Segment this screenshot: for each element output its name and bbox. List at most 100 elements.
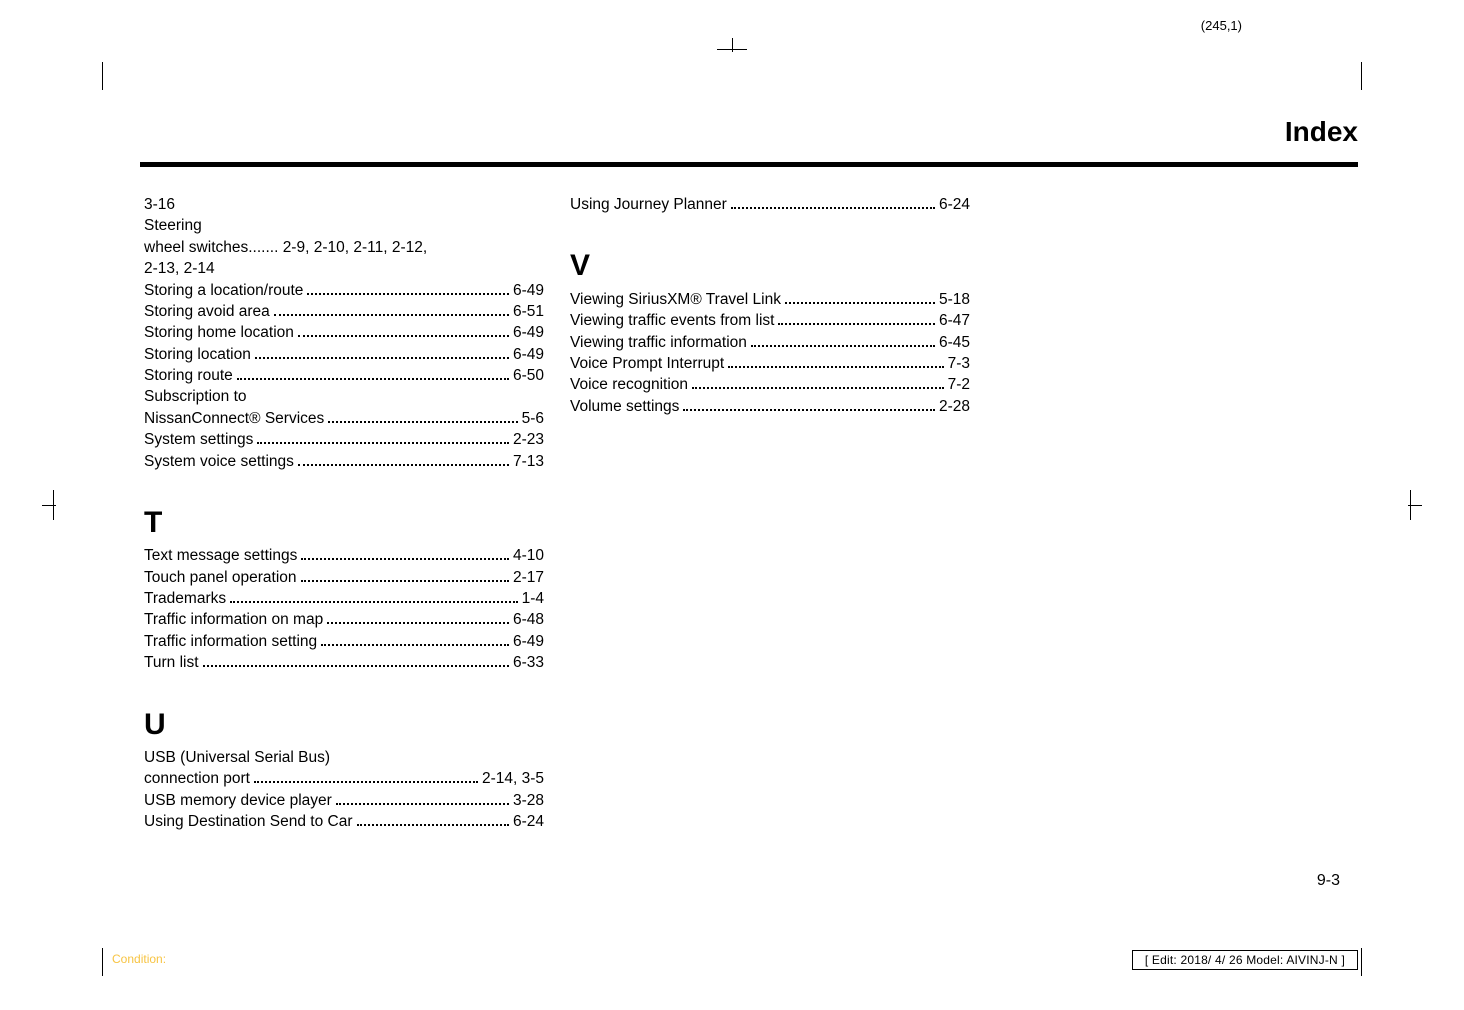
page-title: Index [1285, 116, 1358, 148]
leader-dots-icon [751, 345, 935, 347]
index-entry-ref: 7-3 [948, 353, 970, 374]
index-entry: Storing avoid area 6-51 [144, 301, 544, 322]
index-entry-ref: 6-49 [513, 344, 544, 365]
index-entry-label: System settings [144, 429, 253, 450]
crop-mark-top-icon [717, 38, 747, 60]
index-entry: Voice recognition 7-2 [570, 374, 970, 395]
index-entry: Text message settings 4-10 [144, 545, 544, 566]
index-entry-ref: 2-14, 3-5 [482, 768, 544, 789]
index-entry-label: Touch panel operation [144, 567, 297, 588]
index-entry: System settings 2-23 [144, 429, 544, 450]
top-page-ref: (245,1) [1201, 18, 1242, 33]
index-line: Steering [144, 215, 544, 236]
edit-info-box: [ Edit: 2018/ 4/ 26 Model: AIVINJ-N ] [1132, 950, 1358, 970]
index-entry: Storing a location/route 6-49 [144, 280, 544, 301]
index-entry-ref: 2-28 [939, 396, 970, 417]
index-entry-ref: 7-13 [513, 451, 544, 472]
index-entry: Storing location 6-49 [144, 344, 544, 365]
index-entry-ref: 3-28 [513, 790, 544, 811]
leader-dots-icon [683, 409, 935, 411]
index-entry-label: Using Journey Planner [570, 194, 727, 215]
index-entry-ref: 6-47 [939, 310, 970, 331]
index-entry-label: Traffic information on map [144, 609, 323, 630]
index-line: 2-13, 2-14 [144, 258, 544, 279]
index-entry-label: Using Destination Send to Car [144, 811, 353, 832]
index-entry-ref: 6-24 [939, 194, 970, 215]
leader-dots-icon [321, 644, 509, 646]
index-entry-label: Viewing traffic events from list [570, 310, 774, 331]
index-entry-label: USB memory device player [144, 790, 332, 811]
leader-dots-icon [692, 387, 944, 389]
index-entry-ref: 2-23 [513, 429, 544, 450]
index-entry: Volume settings 2-28 [570, 396, 970, 417]
index-entry: Traffic information setting 6-49 [144, 631, 544, 652]
index-entry: connection port 2-14, 3-5 [144, 768, 544, 789]
index-line: USB (Universal Serial Bus) [144, 747, 544, 768]
index-entry-label: Viewing traffic information [570, 332, 747, 353]
index-entry-label: Storing avoid area [144, 301, 270, 322]
title-rule [140, 162, 1358, 167]
leader-dots-icon [230, 601, 517, 603]
page-wrapper: (245,1) Index 3-16 Steering wheel switch… [0, 0, 1464, 1010]
index-entry: Viewing traffic information 6-45 [570, 332, 970, 353]
leader-dots-icon [731, 207, 935, 209]
leader-dots-icon [327, 622, 509, 624]
index-entry-label: Storing route [144, 365, 233, 386]
index-entry-ref: 6-24 [513, 811, 544, 832]
leader-dots-icon [254, 781, 478, 783]
index-entry-ref: 5-18 [939, 289, 970, 310]
index-line: Subscription to [144, 386, 544, 407]
index-entry-label: connection port [144, 768, 250, 789]
index-entry: Storing home location 6-49 [144, 322, 544, 343]
index-entry: Viewing SiriusXM® Travel Link 5-18 [570, 289, 970, 310]
leader-dots-icon [785, 302, 935, 304]
index-entry: USB memory device player 3-28 [144, 790, 544, 811]
leader-dots-icon [274, 314, 509, 316]
index-entry: Voice Prompt Interrupt 7-3 [570, 353, 970, 374]
tick-mark-icon [102, 948, 103, 976]
index-entry-label: System voice settings [144, 451, 294, 472]
section-heading-t: T [144, 502, 544, 543]
index-entry-ref: 6-49 [513, 280, 544, 301]
leader-dots-icon [257, 442, 509, 444]
tick-mark-icon [1361, 948, 1362, 976]
index-entry-label: NissanConnect® Services [144, 408, 324, 429]
tick-mark-icon [1361, 62, 1362, 90]
index-entry-label: Traffic information setting [144, 631, 317, 652]
index-column-2: Using Journey Planner 6-24 V Viewing Sir… [570, 194, 970, 417]
index-entry: Using Journey Planner 6-24 [570, 194, 970, 215]
tick-mark-icon [102, 62, 103, 90]
crop-mark-right-icon [1400, 490, 1422, 520]
leader-dots-icon [203, 665, 509, 667]
crop-mark-left-icon [42, 490, 64, 520]
leader-dots-icon [255, 357, 509, 359]
index-entry-label: Voice recognition [570, 374, 688, 395]
index-entry: Traffic information on map 6-48 [144, 609, 544, 630]
index-entry-ref: 1-4 [522, 588, 544, 609]
section-heading-v: V [570, 245, 970, 286]
index-entry-label: Volume settings [570, 396, 679, 417]
index-entry-label: Storing home location [144, 322, 294, 343]
index-entry: System voice settings 7-13 [144, 451, 544, 472]
index-entry-ref: 6-50 [513, 365, 544, 386]
index-line: 3-16 [144, 194, 544, 215]
index-line: wheel switches....... 2-9, 2-10, 2-11, 2… [144, 237, 544, 258]
leader-dots-icon [778, 323, 935, 325]
index-entry-ref: 5-6 [522, 408, 544, 429]
leader-dots-icon [728, 366, 943, 368]
index-entry: Trademarks 1-4 [144, 588, 544, 609]
index-entry: NissanConnect® Services 5-6 [144, 408, 544, 429]
index-entry: Turn list 6-33 [144, 652, 544, 673]
leader-dots-icon [328, 421, 517, 423]
index-entry-label: Storing a location/route [144, 280, 303, 301]
index-entry-ref: 6-49 [513, 322, 544, 343]
leader-dots-icon [237, 378, 509, 380]
index-entry-ref: 7-2 [948, 374, 970, 395]
index-entry-ref: 4-10 [513, 545, 544, 566]
leader-dots-icon [301, 558, 509, 560]
index-entry-ref: 2-17 [513, 567, 544, 588]
leader-dots-icon [298, 464, 509, 466]
index-column-1: 3-16 Steering wheel switches....... 2-9,… [144, 194, 544, 832]
index-entry-label: Trademarks [144, 588, 226, 609]
index-entry: Touch panel operation 2-17 [144, 567, 544, 588]
